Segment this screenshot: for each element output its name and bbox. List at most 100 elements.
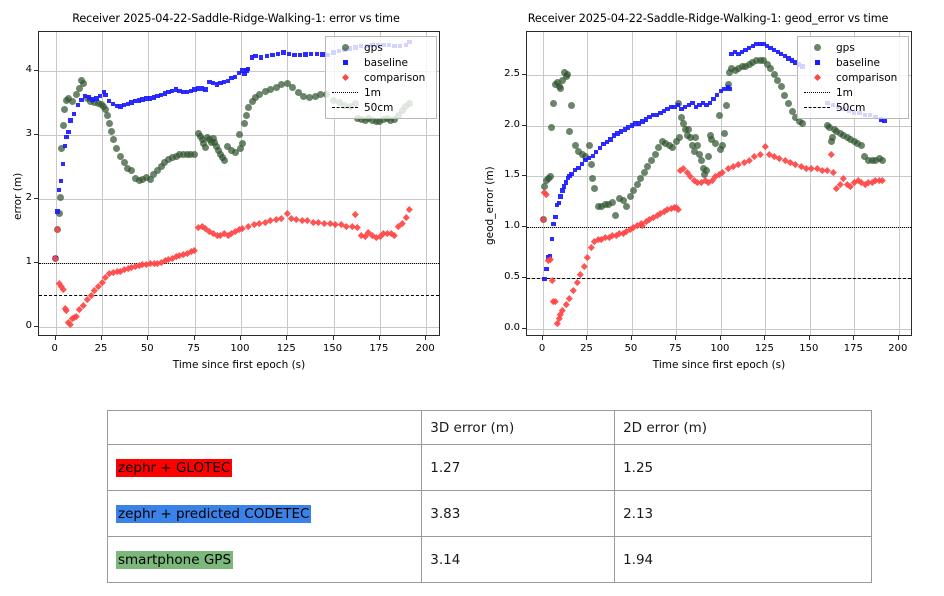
- y-gridline: [39, 198, 439, 200]
- data-point-gps: [715, 111, 723, 119]
- data-point-baseline: [147, 96, 153, 101]
- y-tick-label: 0.0: [504, 321, 520, 333]
- data-point-comparison: [553, 320, 561, 328]
- data-point-gps: [567, 101, 575, 109]
- data-point-gps: [850, 138, 858, 146]
- data-point-gps: [678, 113, 686, 121]
- data-point-baseline: [782, 54, 788, 59]
- data-point-gps: [139, 176, 147, 184]
- x-gridline: [676, 32, 678, 335]
- x-tick-label: 200: [888, 343, 908, 354]
- data-point-gps: [235, 131, 243, 139]
- data-point-gps: [261, 87, 269, 95]
- data-point-baseline: [133, 99, 138, 104]
- data-point-gps: [168, 154, 176, 162]
- data-point-gps: [760, 56, 768, 64]
- data-point-baseline: [640, 119, 645, 124]
- data-point-baseline: [611, 133, 617, 138]
- data-point-gps: [720, 130, 728, 138]
- data-point-baseline: [633, 121, 638, 126]
- legend-label: 1m: [836, 86, 853, 99]
- x-gridline: [809, 32, 811, 335]
- data-point-gps: [717, 146, 725, 154]
- legend-item-comparison: comparison: [330, 70, 430, 85]
- data-point-gps: [557, 85, 565, 93]
- data-point-comparison: [354, 223, 361, 231]
- table-cell-2d-error: 1.94: [614, 536, 872, 583]
- data-point-gps: [131, 174, 139, 182]
- data-point-baseline: [544, 266, 549, 271]
- data-point-gps: [712, 140, 720, 148]
- legend-label: comparison: [836, 71, 898, 84]
- data-point-gps: [594, 203, 602, 211]
- data-point-gps: [244, 104, 252, 112]
- data-point-gps: [289, 83, 297, 91]
- data-point-gps: [305, 93, 313, 101]
- x-tick-mark: [100, 336, 102, 340]
- data-point-gps: [854, 140, 862, 148]
- data-point-gps: [183, 150, 191, 158]
- data-point-gps: [161, 159, 169, 167]
- y-tick-label: 1.0: [504, 220, 520, 232]
- data-point-gps: [770, 71, 778, 79]
- data-point-baseline: [549, 237, 554, 242]
- data-point-gps: [680, 120, 688, 127]
- data-point-gps: [564, 71, 572, 79]
- data-point-baseline: [563, 180, 569, 185]
- x-tick-label: 150: [323, 343, 343, 354]
- data-point-gps: [146, 176, 154, 184]
- data-point-baseline: [62, 143, 68, 149]
- data-point-baseline: [246, 66, 251, 72]
- data-point-gps: [868, 156, 876, 164]
- data-point-gps: [847, 136, 855, 144]
- data-point-gps: [825, 124, 833, 132]
- y-tick-label: 2.0: [504, 118, 520, 130]
- legend-marker-square-icon: [802, 60, 832, 65]
- data-point-baseline: [683, 104, 688, 110]
- data-point-baseline: [188, 88, 193, 94]
- data-point-baseline: [697, 102, 702, 108]
- table-cell-3d-error: 1.27: [421, 444, 616, 491]
- legend-item-50cm: 50cm: [330, 100, 430, 115]
- data-point-gps: [706, 132, 714, 140]
- data-point-baseline: [775, 50, 780, 55]
- data-point-baseline: [654, 113, 659, 118]
- data-point-gps: [735, 65, 743, 73]
- data-point-gps: [605, 201, 613, 209]
- x-tick-label: 75: [669, 343, 682, 354]
- data-point-baseline: [221, 79, 227, 85]
- data-point-baseline: [608, 137, 613, 142]
- data-point-gps: [827, 138, 835, 146]
- legend-item-gps: gps: [330, 40, 430, 55]
- data-point-baseline: [151, 95, 156, 100]
- data-point-baseline: [270, 52, 275, 58]
- data-point-gps: [57, 145, 65, 153]
- data-point-baseline: [650, 113, 656, 118]
- data-point-baseline: [83, 93, 88, 99]
- legend-item-comparison: comparison: [802, 70, 902, 85]
- data-point-gps: [72, 91, 80, 99]
- data-point-gps: [676, 134, 684, 142]
- data-point-gps: [391, 115, 399, 123]
- data-point-baseline: [68, 118, 73, 123]
- chart-title-error: Receiver 2025-04-22-Saddle-Ridge-Walking…: [72, 12, 400, 25]
- charts-row: Receiver 2025-04-22-Saddle-Ridge-Walking…: [12, 12, 912, 371]
- data-point-gps: [774, 77, 782, 85]
- data-point-gps: [248, 97, 256, 105]
- data-point-baseline: [58, 178, 64, 184]
- legend-marker-square-icon: [330, 60, 360, 65]
- table-row: smartphone GPS 3.14 1.94: [106, 536, 872, 583]
- table-cell-method: zephr + GLOTEC: [106, 444, 423, 491]
- x-tick-label: 50: [624, 343, 638, 354]
- data-point-gps: [272, 83, 280, 91]
- data-point-comparison: [879, 177, 886, 184]
- x-tick-mark: [239, 336, 241, 340]
- x-tick-label: 100: [230, 343, 250, 354]
- data-point-baseline: [253, 54, 258, 59]
- data-point-baseline: [55, 209, 60, 214]
- data-point-baseline: [727, 86, 732, 92]
- x-gridline: [631, 32, 633, 335]
- data-point-gps: [107, 128, 115, 136]
- data-point-gps: [546, 172, 554, 180]
- data-point-comparison: [762, 142, 769, 150]
